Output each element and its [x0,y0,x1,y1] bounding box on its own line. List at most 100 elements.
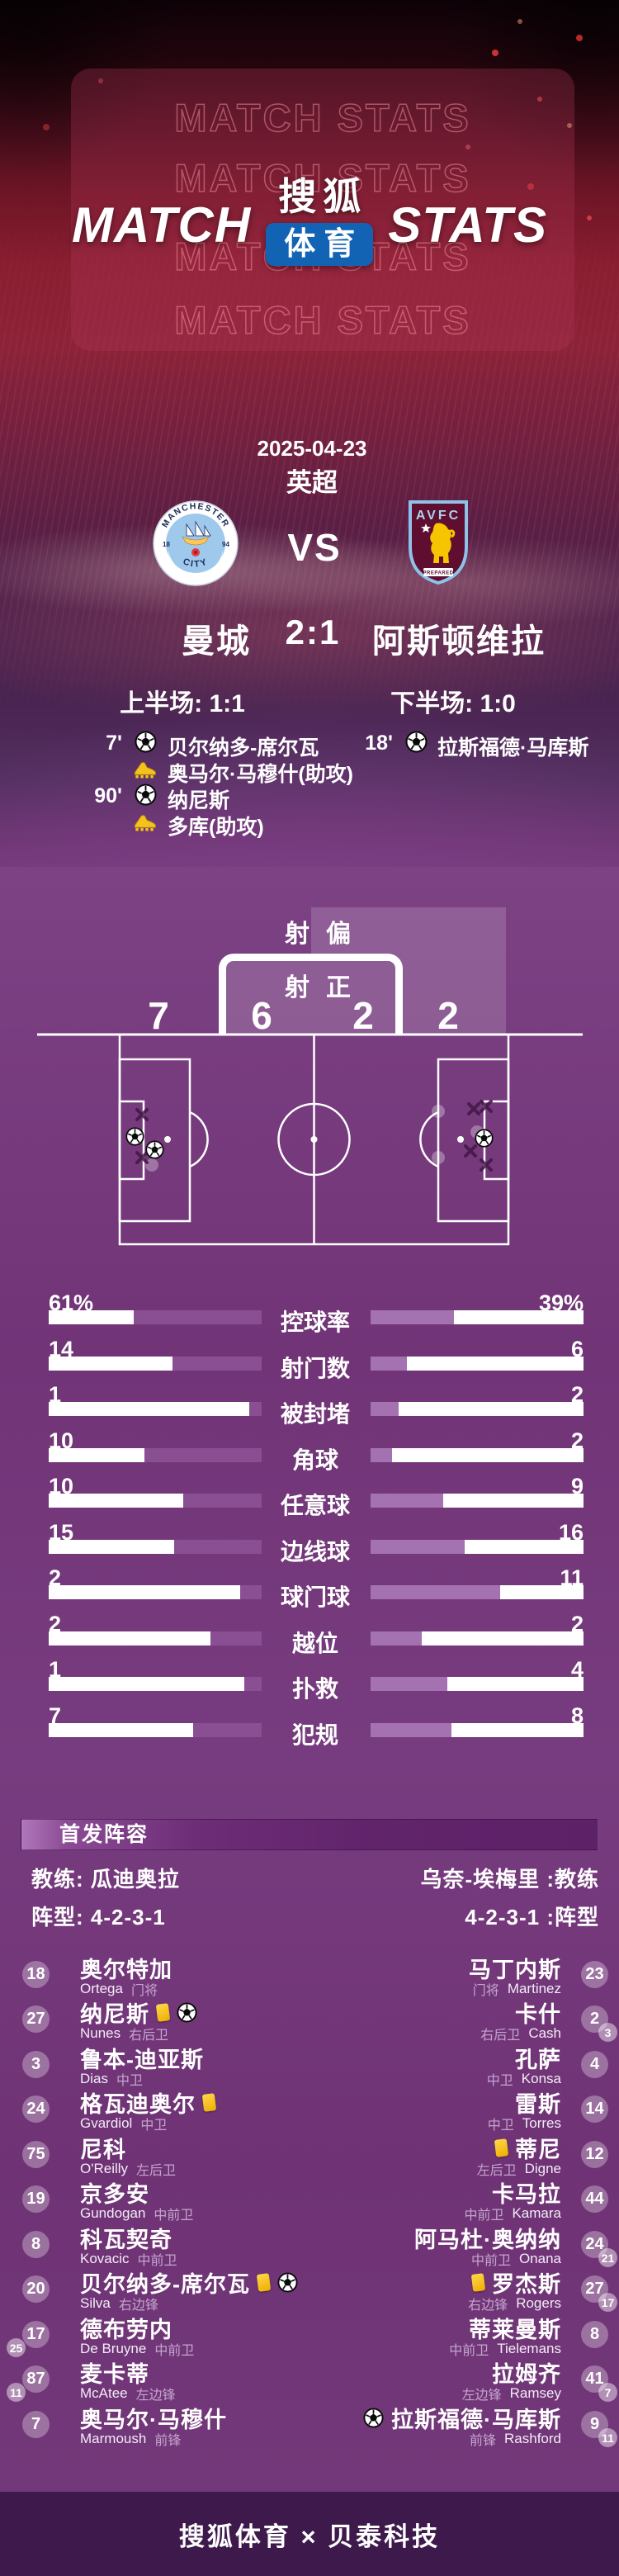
player-en-name: Cash [528,2025,561,2041]
player-position: 中前卫 [449,2344,489,2358]
svg-text:CITY: CITY [182,556,210,570]
away-stat-bar [371,1631,584,1646]
player-position: 左后卫 [136,2164,177,2178]
player-name: 阿马杜·奥纳纳 [414,2228,561,2252]
player-number: 8 [581,2321,608,2348]
player-en-name: Kamara [512,2205,561,2221]
player-name: 卡什 [515,2002,561,2027]
player-en-name: Martinez [507,1981,561,1996]
stat-row-throwins: 15 边线球 16 [0,1520,619,1565]
player-position: 中前卫 [154,2344,195,2358]
man-city-badge: MANCHESTER CITY 18 94 [153,500,239,586]
pitch-shot-map [37,1033,583,1246]
away-stat-value: 9 [570,1474,584,1499]
player-position: 右后卫 [129,2029,169,2043]
away-player-row: 21 24 阿马杜·奥纳纳 中前卫 Onana [0,2223,619,2269]
substituted-number: 3 [598,2023,617,2042]
player-name: 格瓦迪奥尔 [80,2092,196,2117]
away-stat-value: 8 [570,1703,584,1728]
footer-credits: 搜狐体育 × 贝泰科技 [178,2522,441,2551]
watermark-text: MATCH STATS [174,95,471,140]
player-name: 尼科 [80,2138,126,2162]
yellow-card-icon [494,2138,509,2157]
home-player-row: 7 奥马尔·马穆什 Marmoush 前锋 [0,2403,619,2449]
home-player-row: 3 鲁本-迪亚斯 Dias 中卫 [0,2043,619,2089]
player-name: 拉斯福德·马库斯 [391,2408,561,2432]
away-stat-value: 16 [558,1520,584,1545]
player-number: 2 [581,2005,608,2033]
player-en-name: Ortega [80,1981,123,1996]
home-coach: 教练: 瓜迪奥拉 [31,1867,180,1892]
home-player-row: 19 京多安 Gundogan 中前卫 [0,2177,619,2223]
event-player: 奥马尔·马穆什(助攻) [168,763,353,786]
player-number: 7 [22,2411,50,2438]
title-match: MATCH [72,197,252,253]
stat-row-offsides: 2 越位 2 [0,1612,619,1656]
player-en-name: O'Reilly [80,2161,129,2176]
player-number: 27 [581,2275,608,2303]
stat-row-freekicks: 10 任意球 9 [0,1474,619,1518]
watermark-panel: MATCH STATS MATCH STATS MATCH STATS MATC… [71,69,574,351]
player-position: 中前卫 [470,2254,511,2268]
player-name: 罗杰斯 [492,2272,561,2297]
away-stat-bar [371,1402,584,1416]
player-position: 右边锋 [118,2299,158,2313]
player-en-name: Ramsey [509,2385,561,2401]
home-assist-event: 奥马尔·马穆什(助攻) [0,756,619,786]
goal-icon [405,731,428,753]
player-position: 前锋 [154,2434,182,2448]
shots-off-target-label: 射偏 [285,921,367,948]
svg-text:18: 18 [163,541,170,548]
home-goal-event: 7' 贝尔纳多-席尔瓦 [0,730,619,760]
stat-label: 越位 [291,1631,339,1656]
home-player-row: 25 17 德布劳内 De Bruyne 中前卫 [0,2313,619,2359]
assist-boot-icon [135,815,156,831]
player-name: 京多安 [80,2182,149,2207]
player-number: 20 [22,2275,50,2303]
player-name: 奥马尔·马穆什 [80,2408,227,2432]
player-position: 中前卫 [464,2209,504,2223]
player-en-name: Torres [522,2115,561,2131]
player-number: 9 [581,2411,608,2438]
player-en-name: Konsa [521,2071,561,2086]
event-minute: 90' [94,784,122,807]
player-position: 门将 [472,1984,499,1998]
player-en-name: Onana [518,2251,561,2266]
player-name: 奥尔特加 [80,1958,172,1982]
player-number: 87 [22,2365,50,2393]
away-stat-value: 4 [570,1657,584,1682]
player-en-name: Silva [80,2295,111,2311]
home-shots-on-value: 6 [251,994,272,1037]
assist-boot-icon [135,762,156,779]
away-player-row: 3 2 卡什 右后卫 Cash [0,1997,619,2043]
watermark-text: MATCH STATS [174,297,471,343]
home-player-row: 24 格瓦迪奥尔 Gvardiol 中卫 [0,2087,619,2133]
away-player-row: 44 卡马拉 中前卫 Kamara [0,2177,619,2223]
vs-label: VS [287,526,342,569]
away-stat-bar [371,1540,584,1554]
sohu-logo-text: 搜狐 [278,175,368,218]
player-position: 右边锋 [468,2299,508,2313]
event-player: 拉斯福德·马库斯 [437,736,589,760]
away-player-row: 8 蒂莱曼斯 中前卫 Tielemans [0,2313,619,2359]
player-name: 麦卡蒂 [80,2362,149,2387]
away-stat-value: 2 [570,1382,584,1407]
player-position: 中前卫 [137,2254,177,2268]
event-player: 贝尔纳多-席尔瓦 [168,736,319,760]
home-stat-value: 2 [49,1565,62,1590]
event-minute: 7' [106,732,122,755]
player-name: 拉姆齐 [492,2362,561,2387]
player-number: 24 [581,2231,608,2258]
player-en-name: Kovacic [80,2251,130,2266]
match-score: 2:1 [285,613,341,651]
home-stat-value: 1 [49,1382,62,1407]
stadium-background [0,0,619,867]
away-player-row: 23 马丁内斯 门将 Martinez [0,1953,619,1999]
away-stat-bar [371,1310,584,1324]
away-stat-bar [371,1585,584,1599]
away-stat-value: 39% [538,1290,584,1315]
event-player: 多库(助攻) [168,816,264,839]
home-stat-bar [49,1677,262,1691]
home-stat-value: 7 [49,1703,62,1728]
goal-icon [363,2408,384,2428]
